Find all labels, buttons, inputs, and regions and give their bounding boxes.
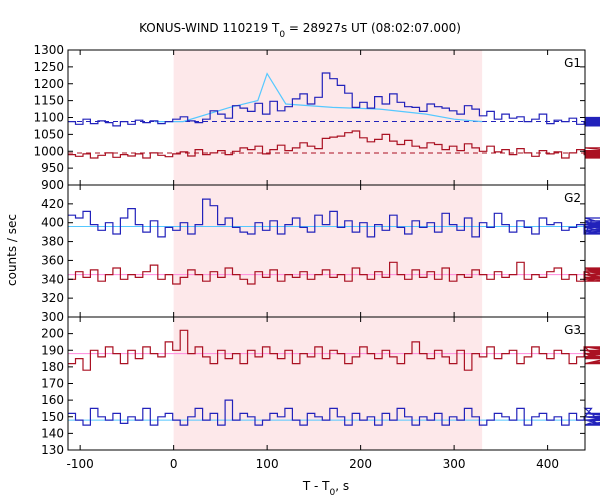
- g1-model-curve: [154, 72, 483, 123]
- g3-panel-label: G3: [564, 323, 581, 337]
- xtick-label-100: 100: [256, 457, 279, 471]
- g2-series-red-1: [68, 261, 600, 285]
- g3-ytick-label-160: 160: [41, 393, 64, 407]
- g1-ytick-label-1000: 1000: [33, 144, 64, 158]
- g3-ytick-label-130: 130: [41, 443, 64, 457]
- chart-title-sub: 0: [279, 30, 285, 40]
- g1-ytick-label-1100: 1100: [33, 111, 64, 125]
- g3-ytick-label-170: 170: [41, 377, 64, 391]
- g1-ytick-label-1200: 1200: [33, 77, 64, 91]
- xtick-label-200: 200: [349, 457, 372, 471]
- g3-series-blue-1: [68, 399, 600, 426]
- xtick-label-300: 300: [443, 457, 466, 471]
- g2-ytick-label-340: 340: [41, 272, 64, 286]
- x-axis-label-main: T - T: [302, 479, 330, 493]
- x-axis-label-rest: , s: [335, 479, 349, 493]
- g2-ytick-label-400: 400: [41, 216, 64, 230]
- x-axis-label-sub: 0: [330, 488, 336, 498]
- xtick-label-400: 400: [536, 457, 559, 471]
- xtick-label--100: -100: [67, 457, 94, 471]
- g2-ytick-label-420: 420: [41, 197, 64, 211]
- g1-ytick-label-1050: 1050: [33, 127, 64, 141]
- g3-ytick-label-180: 180: [41, 360, 64, 374]
- g1-series-blue-0: [68, 72, 600, 127]
- chart-title-main: KONUS-WIND 110219 T: [139, 21, 280, 35]
- g2-panel-label: G2: [564, 191, 581, 205]
- g3-ytick-label-190: 190: [41, 343, 64, 357]
- x-axis-label: T - T0, s: [302, 479, 349, 498]
- g2-ytick-label-380: 380: [41, 235, 64, 249]
- g2-ytick-label-320: 320: [41, 291, 64, 305]
- g2-ytick-label-300: 300: [41, 310, 64, 324]
- g3-ytick-label-200: 200: [41, 327, 64, 341]
- g1-ytick-label-900: 900: [41, 178, 64, 192]
- g1-series-red-1: [68, 130, 600, 159]
- g2-series-blue-0: [68, 198, 600, 238]
- g2-ytick-label-360: 360: [41, 253, 64, 267]
- g1-ytick-label-950: 950: [41, 161, 64, 175]
- y-axis-label: counts / sec: [5, 214, 19, 286]
- g3-ytick-label-150: 150: [41, 410, 64, 424]
- chart-title-rest: = 28927s UT (08:02:07.000): [285, 21, 461, 35]
- xtick-label-0: 0: [170, 457, 178, 471]
- tick-layer: [68, 49, 585, 451]
- g1-ytick-label-1150: 1150: [33, 94, 64, 108]
- g1-ytick-label-1250: 1250: [33, 60, 64, 74]
- g3-series-red-0: [68, 329, 600, 371]
- g1-ytick-label-1300: 1300: [33, 43, 64, 57]
- chart-title: KONUS-WIND 110219 T0 = 28927s UT (08:02:…: [139, 21, 461, 40]
- series-layer: [68, 72, 600, 426]
- g1-panel-label: G1: [564, 56, 581, 70]
- g3-ytick-label-140: 140: [41, 426, 64, 440]
- text-layer: 9009501000105011001150120012501300G13003…: [5, 21, 581, 498]
